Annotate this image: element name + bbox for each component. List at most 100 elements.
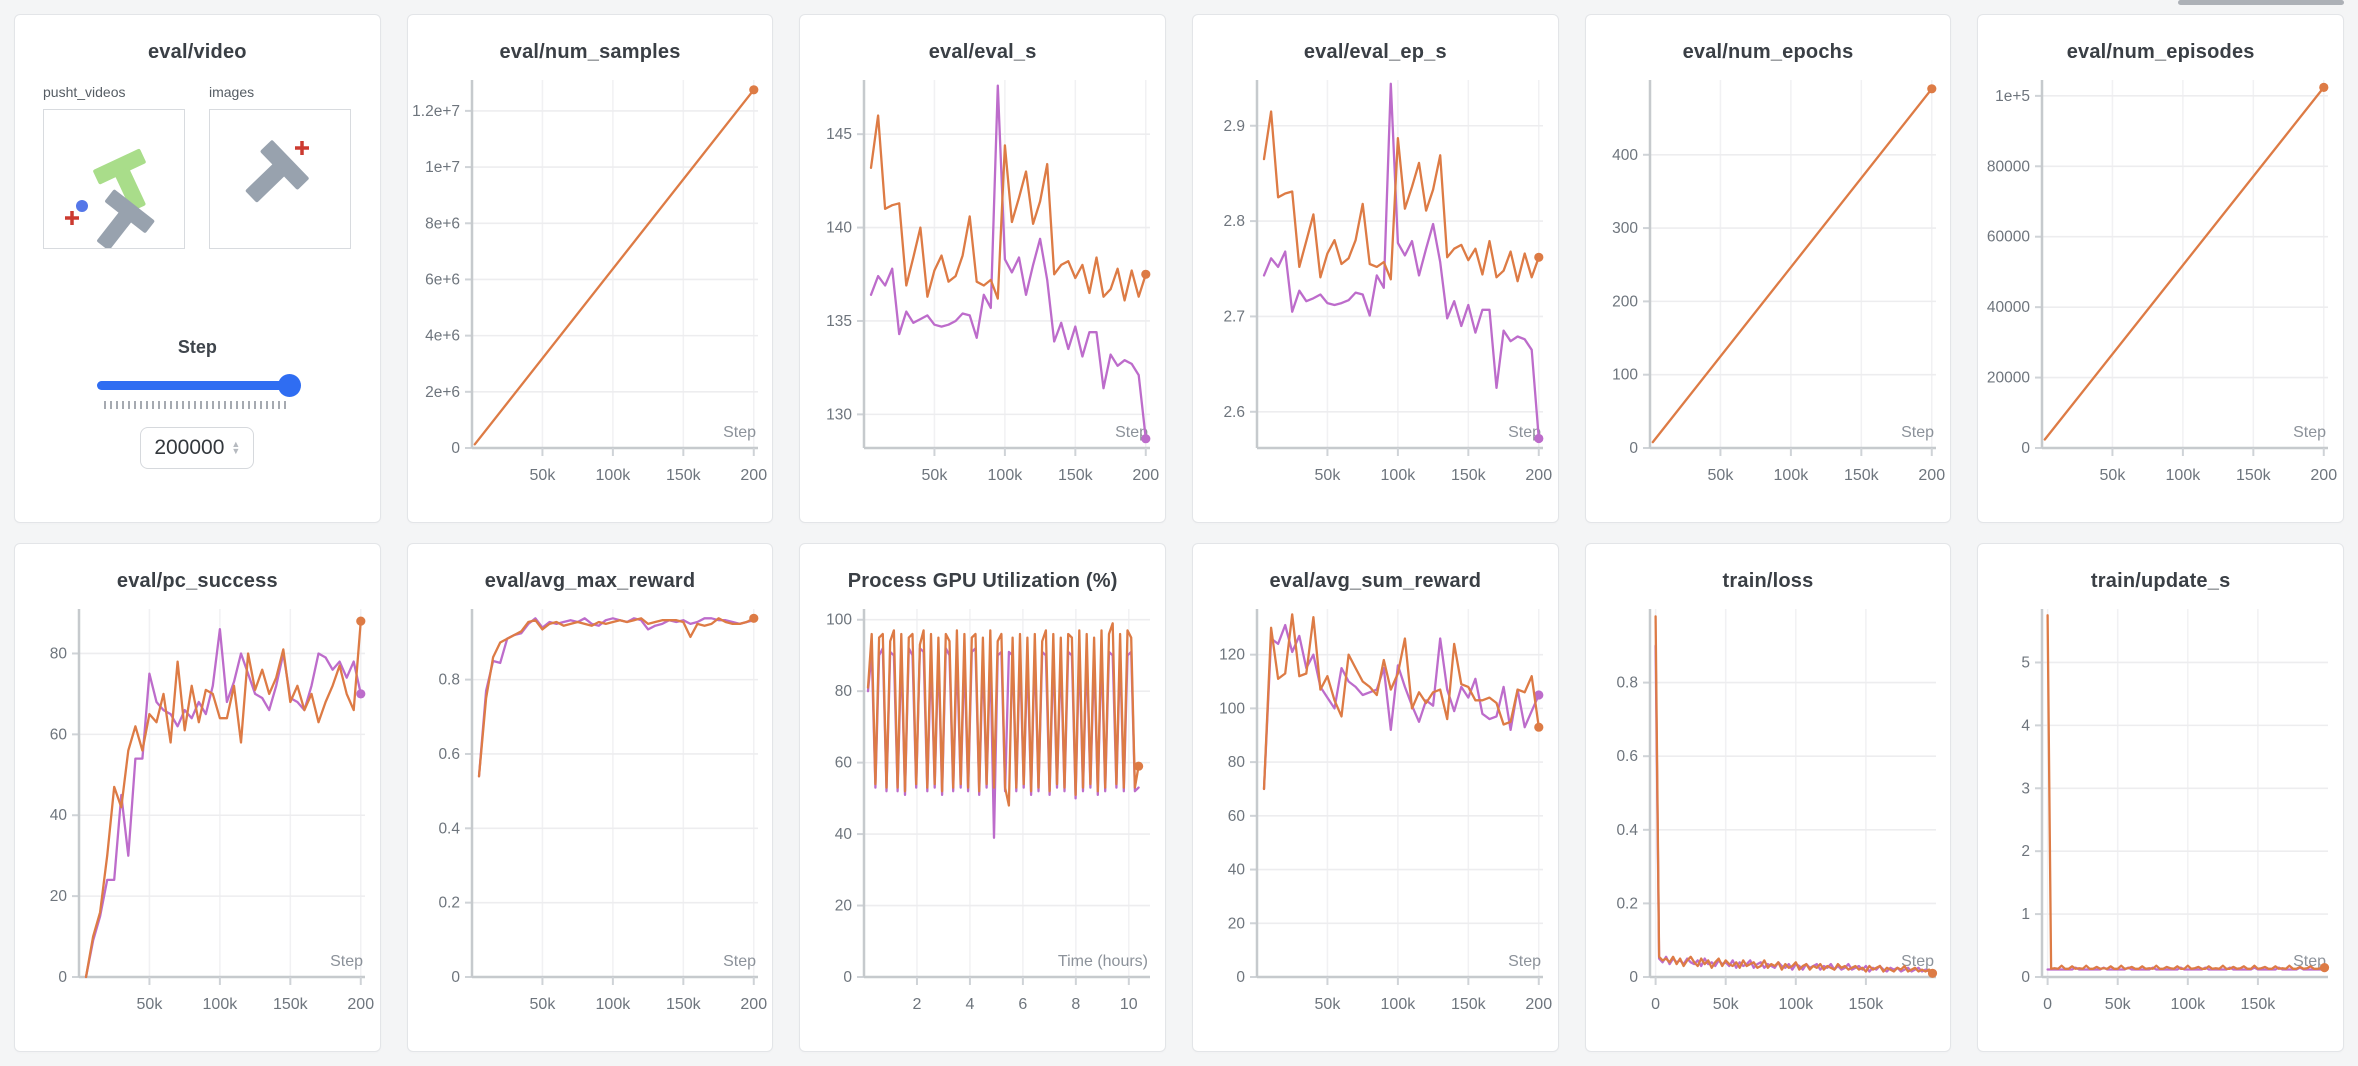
pusht-video-thumbnail[interactable] — [43, 109, 185, 251]
svg-text:0: 0 — [58, 969, 67, 986]
step-slider-handle[interactable] — [278, 374, 302, 397]
panel-eval-num-samples[interactable]: eval/num_samples 0 2e+6 4e+6 6e+6 8e+6 1e+7 1.2… — [406, 14, 774, 523]
svg-text:100: 100 — [826, 612, 852, 629]
svg-text:4: 4 — [966, 996, 975, 1013]
chart-title: eval/num_epochs — [1682, 41, 1854, 63]
chart-canvas-eval-pc-success[interactable]: 0 20 40 60 80 50k 100k 150k 200 Step — [15, 599, 381, 1035]
svg-text:200: 200 — [740, 996, 767, 1013]
svg-text:Step: Step — [1901, 424, 1934, 441]
step-up-icon: ▲ — [231, 439, 241, 449]
svg-text:4e+6: 4e+6 — [425, 328, 460, 345]
svg-text:50k: 50k — [1315, 467, 1342, 484]
chart-canvas-eval-num-samples[interactable]: 0 2e+6 4e+6 6e+6 8e+6 1e+7 1.2e+7 50k 100k 150k 20… — [408, 70, 774, 506]
step-slider-track[interactable] — [97, 381, 298, 390]
svg-text:200: 200 — [1612, 293, 1638, 310]
svg-text:0: 0 — [2022, 440, 2031, 457]
panel-eval-avg-max-reward[interactable]: eval/avg_max_reward 0 0.2 0.4 0.6 0.8 50k 100k 1… — [406, 543, 774, 1052]
svg-text:6: 6 — [1019, 996, 1028, 1013]
panel-eval-num-episodes[interactable]: eval/num_episodes 0 20000 40000 60000 80000 1e… — [1977, 14, 2344, 523]
svg-text:50k: 50k — [137, 996, 164, 1013]
panel-eval-eval-ep-s[interactable]: eval/eval_ep_s 2.6 2.7 2.8 2.9 50k 100k 150k 200… — [1191, 14, 1559, 523]
media-row: pusht_videos — [15, 84, 380, 251]
svg-text:8e+6: 8e+6 — [425, 215, 460, 232]
svg-text:50k: 50k — [529, 996, 556, 1013]
svg-text:2.8: 2.8 — [1223, 213, 1245, 230]
chart-canvas-train-update-s[interactable]: 0 1 2 3 4 5 0 50k 100k 150k Step — [1978, 599, 2344, 1035]
chart-canvas-eval-eval-s[interactable]: 130 135 140 145 50k 100k 150k 200 Step — [800, 70, 1166, 506]
svg-text:80: 80 — [50, 645, 68, 662]
panel-eval-video[interactable]: eval/video pusht_videos — [14, 14, 381, 523]
horizontal-scrollbar-thumb[interactable] — [2178, 0, 2344, 5]
svg-text:40000: 40000 — [1987, 299, 2030, 316]
svg-text:200: 200 — [740, 467, 767, 484]
panel-train-update-s[interactable]: train/update_s 0 1 2 3 4 5 0 50k 100k 150k Step — [1977, 543, 2344, 1052]
stepper-arrows[interactable]: ▲ ▼ — [231, 439, 241, 456]
svg-text:10: 10 — [1120, 996, 1138, 1013]
svg-text:Step: Step — [2293, 424, 2326, 441]
svg-text:200: 200 — [1525, 467, 1552, 484]
svg-text:Step: Step — [723, 953, 756, 970]
chart-canvas-train-loss[interactable]: 0 0.2 0.4 0.6 0.8 0 50k 100k 150k Step — [1586, 599, 1952, 1035]
svg-text:0: 0 — [1236, 969, 1245, 986]
chart-title: eval/avg_sum_reward — [1269, 570, 1482, 592]
svg-text:120: 120 — [1219, 647, 1245, 664]
step-slider[interactable] — [97, 374, 302, 397]
svg-text:135: 135 — [826, 313, 852, 330]
svg-text:4: 4 — [2022, 717, 2031, 734]
svg-text:1.2e+7: 1.2e+7 — [412, 103, 460, 120]
svg-text:Time (hours): Time (hours) — [1058, 953, 1148, 970]
svg-text:20: 20 — [50, 888, 68, 905]
panel-process-gpu-utilization[interactable]: Process GPU Utilization (%) 0 20 40 60 80 100 2… — [799, 543, 1166, 1052]
chart-title: eval/eval_s — [928, 41, 1037, 63]
svg-text:150k: 150k — [666, 996, 702, 1013]
svg-text:0: 0 — [1629, 440, 1638, 457]
svg-text:80: 80 — [1228, 754, 1246, 771]
step-value-input[interactable]: 200000 ▲ ▼ — [140, 427, 255, 469]
panel-eval-pc-success[interactable]: eval/pc_success 0 20 40 60 80 50k 100k 150k 200 St… — [14, 543, 381, 1052]
chart-canvas-eval-num-episodes[interactable]: 0 20000 40000 60000 80000 1e+5 50k 100k 150k 200 S… — [1978, 70, 2344, 506]
svg-text:Step: Step — [330, 953, 363, 970]
svg-text:20000: 20000 — [1987, 370, 2030, 387]
svg-text:Step: Step — [1901, 953, 1934, 970]
panel-train-loss[interactable]: train/loss 0 0.2 0.4 0.6 0.8 0 50k 100k 150k Step — [1584, 543, 1952, 1052]
svg-text:1e+7: 1e+7 — [425, 159, 460, 176]
chart-canvas-process-gpu-utilization[interactable]: 0 20 40 60 80 100 2 4 6 8 10 Time (hours) — [800, 599, 1166, 1035]
svg-text:200: 200 — [1525, 996, 1552, 1013]
svg-text:2: 2 — [913, 996, 922, 1013]
svg-text:0: 0 — [451, 440, 460, 457]
chart-canvas-eval-avg-max-reward[interactable]: 0 0.2 0.4 0.6 0.8 50k 100k 150k 200 Step — [408, 599, 774, 1035]
svg-text:20: 20 — [1228, 915, 1246, 932]
chart-canvas-eval-num-epochs[interactable]: 0 100 200 300 400 50k 100k 150k 200 Step — [1586, 70, 1952, 506]
panel-eval-eval-s[interactable]: eval/eval_s 130 135 140 145 50k 100k 150k 200 Ste… — [799, 14, 1166, 523]
svg-text:0: 0 — [1651, 996, 1660, 1013]
svg-text:100k: 100k — [1773, 467, 1809, 484]
panel-eval-num-epochs[interactable]: eval/num_epochs 0 100 200 300 400 50k 100k 150k 2… — [1584, 14, 1952, 523]
panel-eval-avg-sum-reward[interactable]: eval/avg_sum_reward 0 20 40 60 80 100 120 50k 100… — [1191, 543, 1559, 1052]
svg-text:150k: 150k — [1844, 467, 1880, 484]
svg-text:50k: 50k — [2100, 467, 2127, 484]
media-caption: pusht_videos — [43, 84, 126, 100]
svg-text:150k: 150k — [666, 467, 702, 484]
svg-text:40: 40 — [50, 807, 68, 824]
svg-text:100: 100 — [1219, 700, 1245, 717]
svg-text:1: 1 — [2022, 906, 2031, 923]
svg-text:150k: 150k — [2236, 467, 2272, 484]
svg-text:300: 300 — [1612, 220, 1638, 237]
step-value: 200000 — [154, 436, 225, 459]
svg-text:200: 200 — [1133, 467, 1160, 484]
svg-text:100k: 100k — [595, 467, 631, 484]
chart-canvas-eval-avg-sum-reward[interactable]: 0 20 40 60 80 100 120 50k 100k 150k 200 Step — [1193, 599, 1559, 1035]
chart-canvas-eval-eval-ep-s[interactable]: 2.6 2.7 2.8 2.9 50k 100k 150k 200 Step — [1193, 70, 1559, 506]
chart-title: train/update_s — [2090, 570, 2231, 592]
svg-text:100k: 100k — [1381, 467, 1417, 484]
svg-text:0.2: 0.2 — [438, 895, 460, 912]
step-slider-ruler — [104, 401, 291, 409]
svg-text:100k: 100k — [1778, 996, 1814, 1013]
svg-text:200: 200 — [347, 996, 374, 1013]
images-thumbnail[interactable] — [209, 109, 351, 249]
chart-title: eval/num_episodes — [2066, 41, 2255, 63]
svg-text:100k: 100k — [988, 467, 1024, 484]
svg-text:0.8: 0.8 — [438, 672, 460, 689]
svg-text:1e+5: 1e+5 — [1995, 88, 2030, 105]
svg-text:50k: 50k — [922, 467, 949, 484]
